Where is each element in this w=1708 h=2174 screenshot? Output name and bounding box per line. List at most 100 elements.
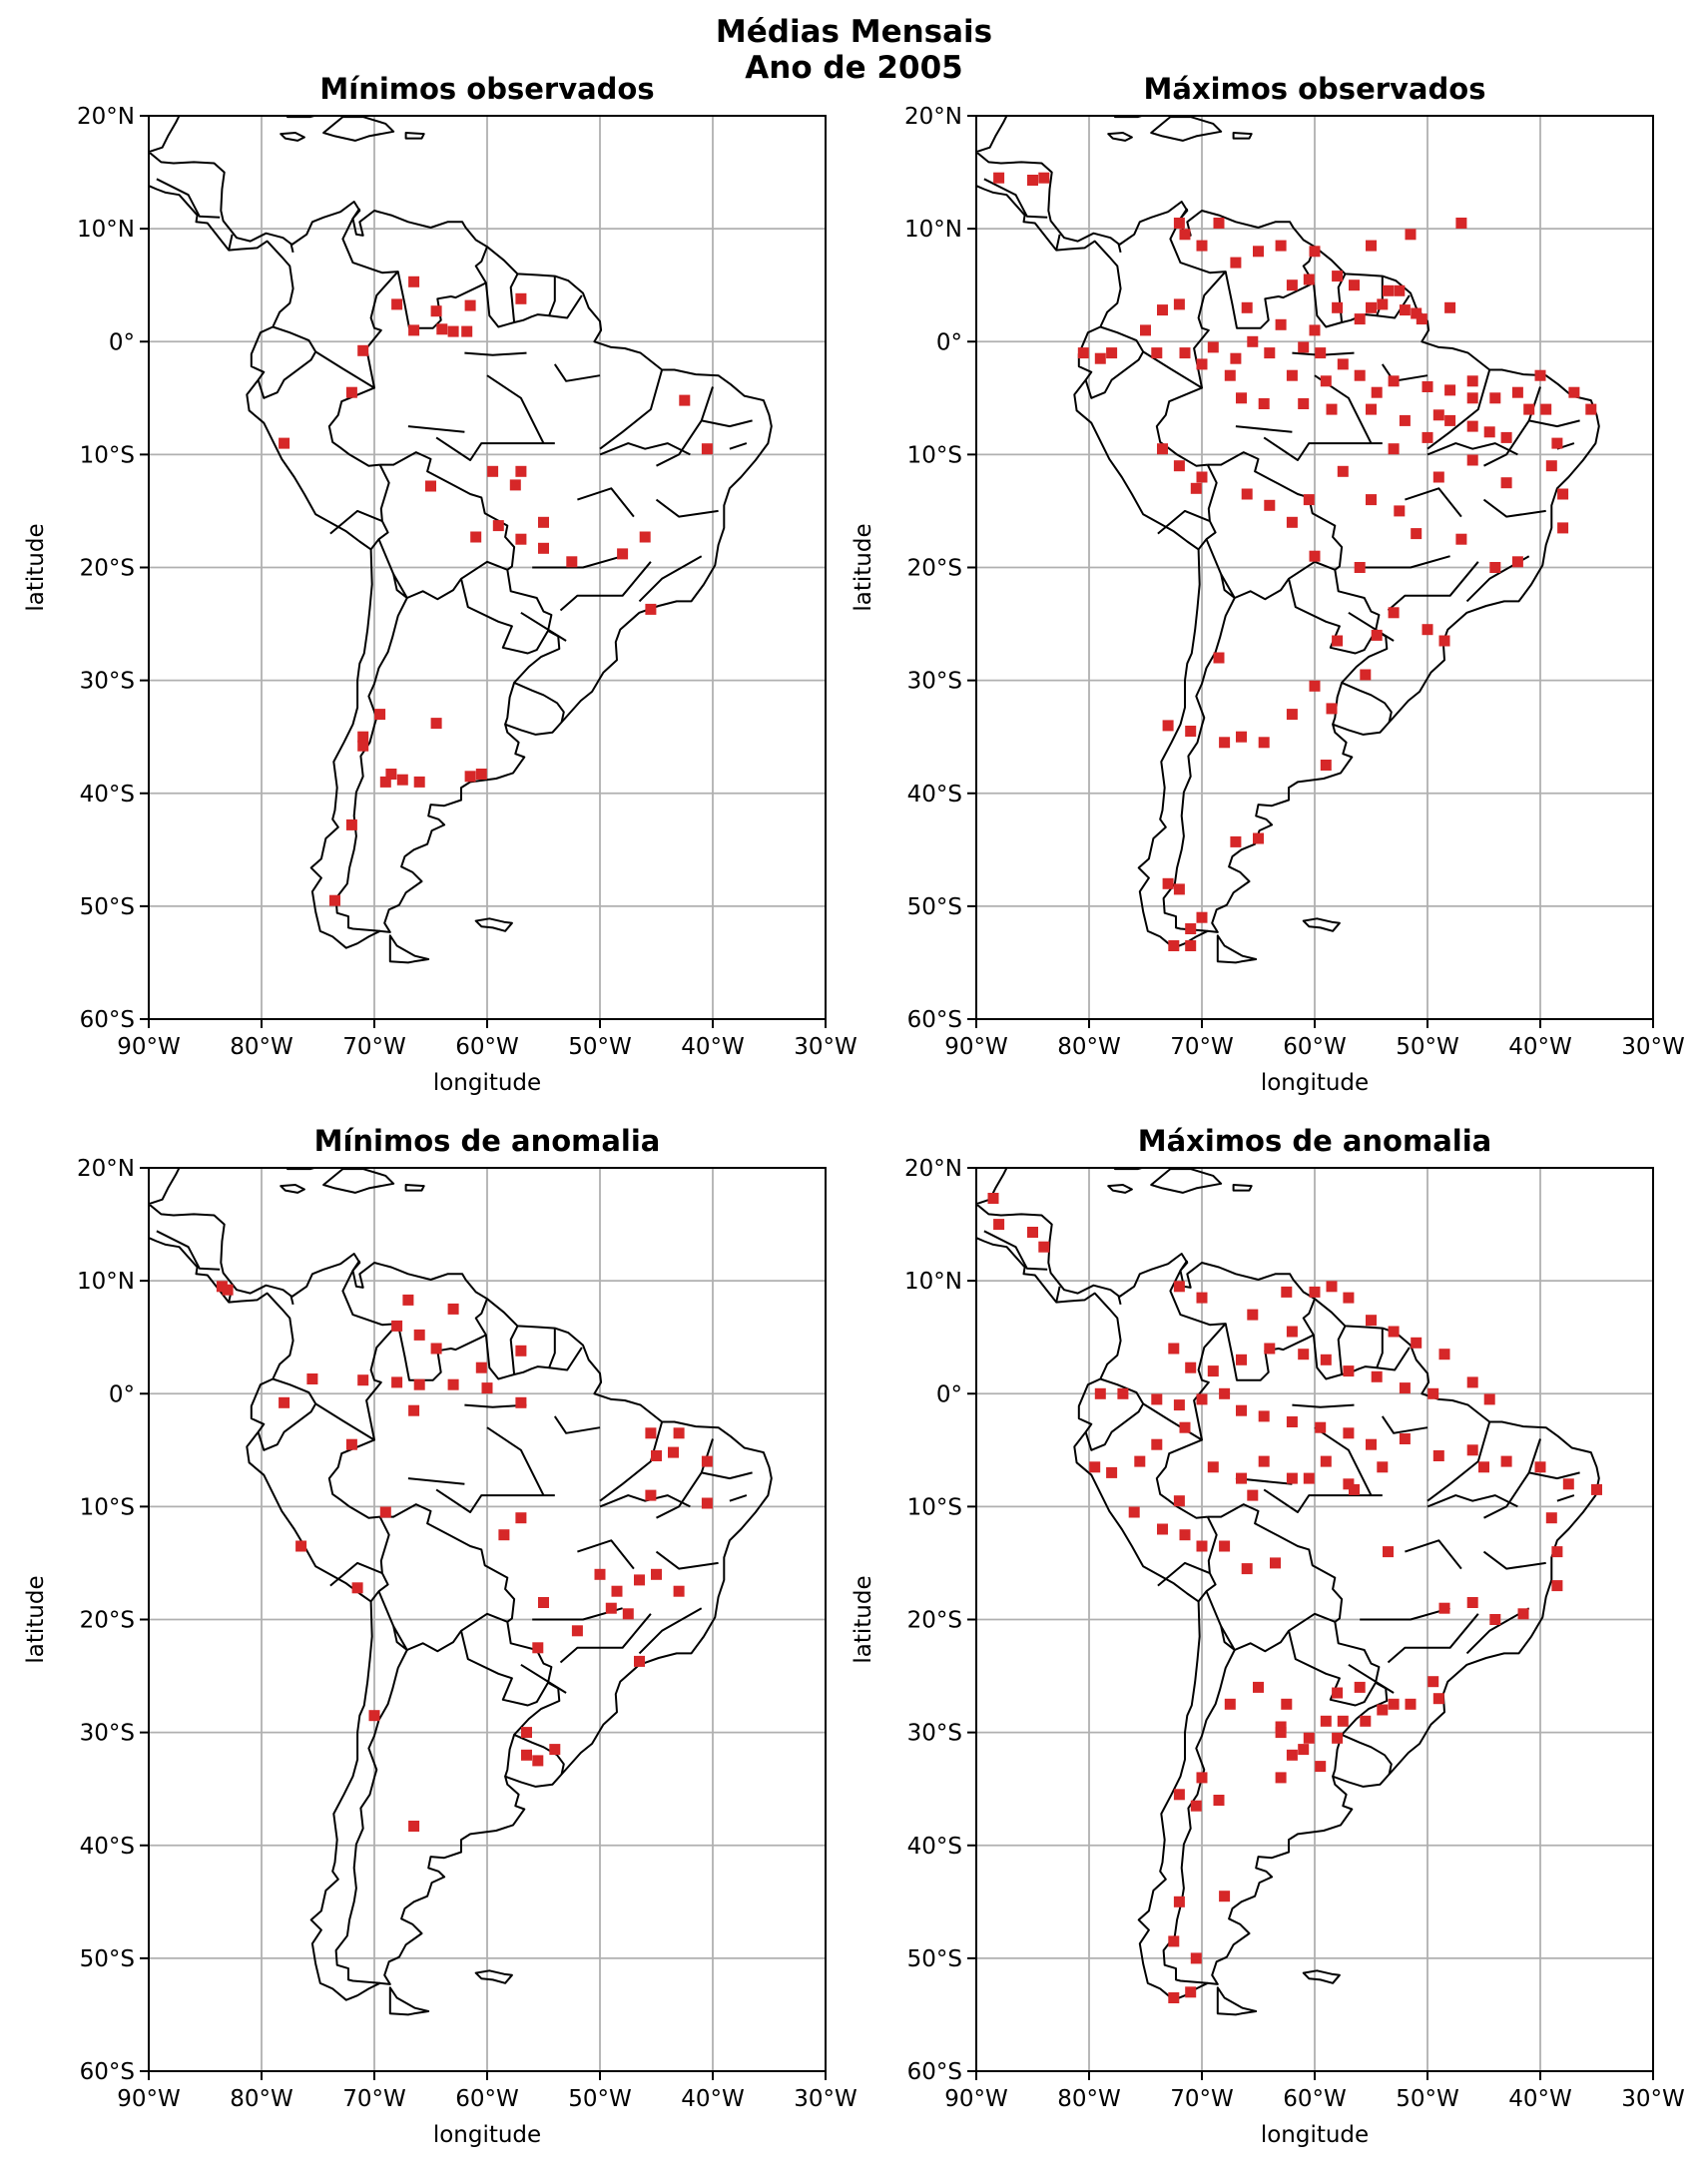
country-border: [1155, 1438, 1208, 1519]
country-border: [638, 555, 703, 603]
station-marker: [1241, 301, 1253, 313]
station-marker: [993, 172, 1005, 184]
station-marker: [1405, 229, 1417, 241]
station-marker: [413, 1378, 425, 1390]
island-coastline: [1232, 1184, 1253, 1192]
station-marker: [1286, 1416, 1298, 1427]
country-border: [1162, 573, 1236, 932]
station-marker: [1349, 1483, 1360, 1495]
station-marker: [1366, 403, 1377, 415]
station-marker: [1173, 298, 1185, 310]
station-marker: [1399, 414, 1411, 426]
country-border: [1465, 1607, 1530, 1655]
station-marker: [1315, 347, 1327, 359]
country-border: [1205, 1590, 1336, 1653]
station-marker: [1399, 1433, 1411, 1444]
station-marker: [538, 1597, 549, 1608]
x-tick-label: 90°W: [944, 2086, 1008, 2112]
figure-title-line1: Médias Mensais: [715, 14, 993, 50]
country-border: [1288, 569, 1381, 655]
station-marker: [1185, 940, 1197, 951]
station-marker: [1140, 324, 1151, 336]
x-tick-label: 30°W: [1621, 1034, 1685, 1060]
station-marker: [447, 1303, 459, 1315]
station-marker: [1190, 1800, 1202, 1812]
station-marker: [1151, 1438, 1163, 1450]
country-border: [1360, 1607, 1450, 1621]
country-border: [1084, 1377, 1145, 1451]
x-tick-label: 40°W: [1508, 2086, 1572, 2112]
station-marker: [1309, 1286, 1321, 1298]
station-marker: [1489, 562, 1501, 573]
country-border: [1341, 1733, 1393, 1775]
station-marker: [515, 1396, 527, 1408]
station-marker: [329, 894, 340, 906]
station-marker: [1106, 347, 1118, 359]
y-tick-label: 40°S: [80, 1834, 135, 1860]
station-marker: [1303, 494, 1315, 506]
station-marker: [430, 1343, 442, 1355]
station-marker: [222, 1284, 234, 1296]
country-border: [504, 630, 561, 726]
country-border: [1405, 1539, 1462, 1570]
island-coastline: [322, 1168, 395, 1194]
x-tick-label: 90°W: [944, 1034, 1008, 1060]
y-tick-label: 20°S: [907, 1608, 962, 1634]
country-border: [1348, 1663, 1395, 1694]
y-tick-label: 50°S: [907, 1946, 962, 1972]
x-tick-label: 50°W: [1396, 1034, 1459, 1060]
station-marker: [1219, 737, 1231, 749]
station-marker: [357, 1374, 369, 1386]
country-border: [1426, 1421, 1491, 1502]
y-tick-label: 10°N: [77, 1269, 135, 1295]
station-marker: [1168, 940, 1180, 951]
station-marker: [668, 1446, 679, 1458]
country-border: [1556, 1494, 1575, 1502]
country-border: [1426, 369, 1491, 450]
station-marker: [1258, 1410, 1270, 1422]
station-marker: [645, 1427, 657, 1439]
station-marker: [1416, 313, 1427, 325]
map-panel-4: 90°W 80°W 70°W 60°W 50°W 40°W 30°W 20°N 10°N 0° 10…: [851, 1124, 1685, 2148]
station-marker: [538, 542, 549, 554]
station-marker: [391, 298, 403, 310]
station-marker: [1241, 1563, 1253, 1575]
country-border: [435, 1488, 555, 1513]
x-tick-label: 30°W: [794, 2086, 857, 2112]
station-marker: [1360, 669, 1372, 681]
station-marker: [1286, 709, 1298, 721]
country-border: [1381, 1415, 1428, 1434]
station-marker: [509, 479, 521, 491]
country-border: [559, 561, 652, 612]
station-marker: [1343, 1365, 1355, 1377]
station-marker: [1388, 607, 1400, 619]
x-tick-label: 50°W: [568, 1034, 632, 1060]
map-panel-2: 90°W 80°W 70°W 60°W 50°W 40°W 30°W 20°N 10°N 0° 10…: [851, 72, 1685, 1096]
station-marker: [475, 1361, 487, 1373]
country-border: [1055, 234, 1061, 251]
station-marker: [1394, 505, 1406, 517]
station-marker: [1264, 499, 1276, 511]
station-marker: [1027, 175, 1038, 186]
station-marker: [1557, 522, 1569, 534]
station-marker: [622, 1608, 634, 1620]
station-marker: [1230, 257, 1242, 269]
y-tick-label: 60°S: [907, 2059, 962, 2085]
station-marker: [1179, 1421, 1191, 1433]
x-tick-label: 70°W: [342, 1034, 406, 1060]
country-border: [1207, 1503, 1344, 1623]
x-tick-label: 60°W: [1283, 1034, 1347, 1060]
station-marker: [1173, 460, 1185, 472]
station-marker: [1388, 375, 1400, 387]
island-coastline: [474, 1969, 513, 1984]
station-marker: [521, 1749, 532, 1761]
station-marker: [1168, 1992, 1180, 2003]
country-border: [577, 1539, 635, 1570]
station-marker: [1089, 1461, 1101, 1473]
country-border: [656, 1438, 714, 1519]
station-marker: [1320, 1715, 1332, 1727]
station-marker: [1545, 460, 1557, 472]
station-marker: [408, 1821, 420, 1832]
station-marker: [1320, 1455, 1332, 1467]
axis-ticks: 90°W 80°W 70°W 60°W 50°W 40°W 30°W 20°N 10°N 0° 10…: [77, 1156, 857, 2112]
